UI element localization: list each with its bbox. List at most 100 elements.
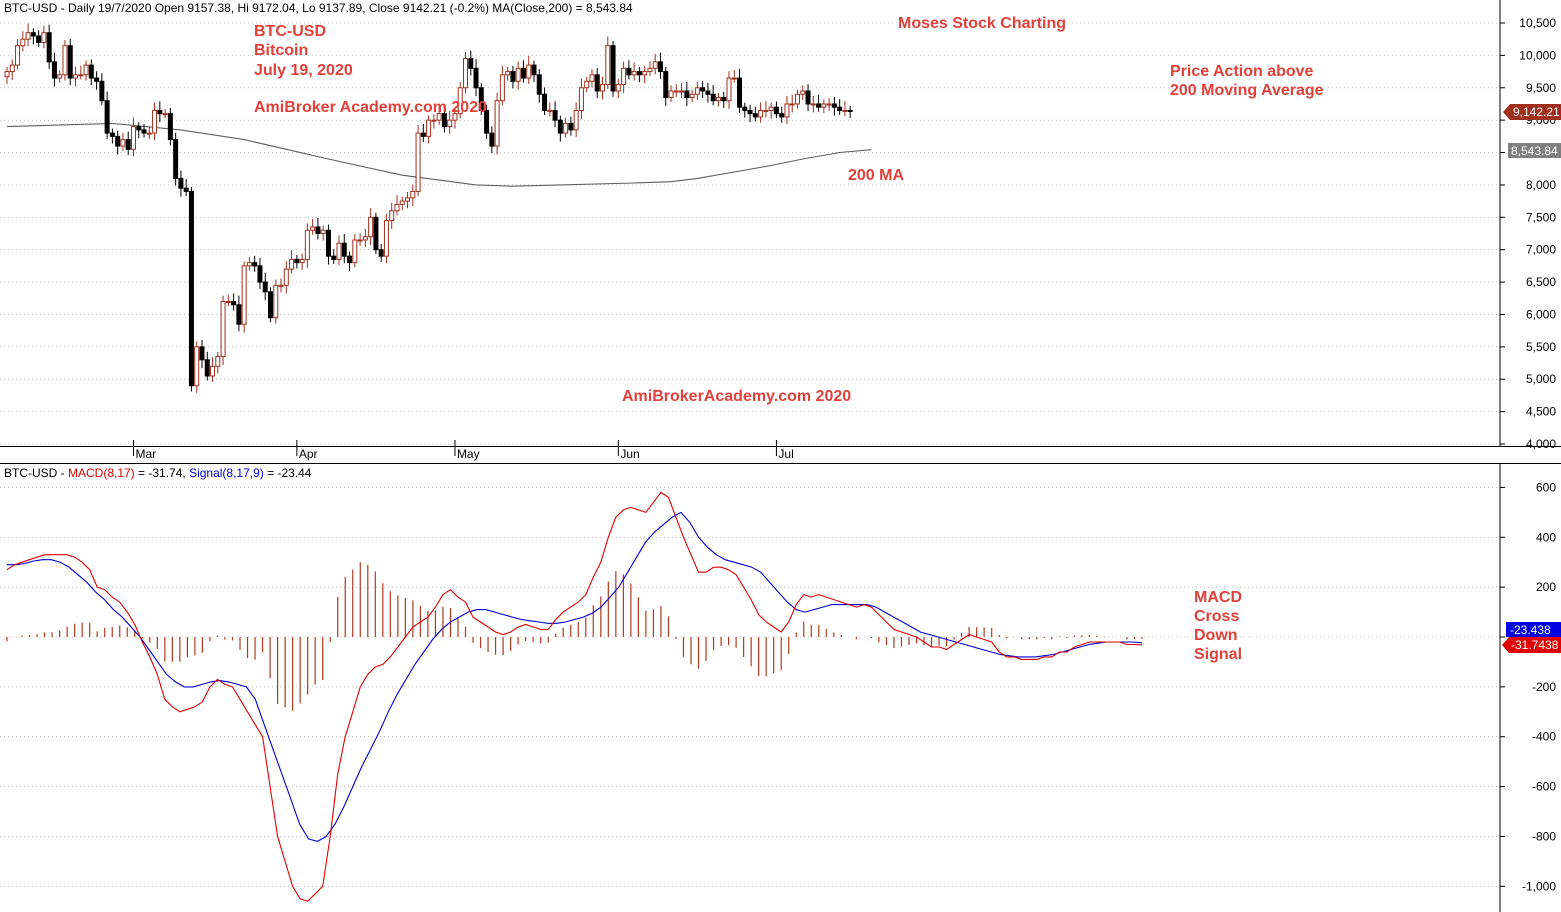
candle-down xyxy=(520,67,526,79)
candle-down xyxy=(51,61,57,79)
candle-down xyxy=(231,301,237,306)
candle-up xyxy=(600,84,606,92)
candle-up xyxy=(215,356,221,367)
candle-up xyxy=(283,268,289,286)
candle-down xyxy=(30,32,36,37)
macd-header-label: MACD(8,17) xyxy=(68,466,135,480)
candle-up xyxy=(795,93,800,105)
candle-up xyxy=(146,132,152,135)
candle-up xyxy=(621,67,627,86)
candle-up xyxy=(410,190,416,199)
candle-down xyxy=(441,113,447,128)
candle-up xyxy=(83,64,89,76)
candle-up xyxy=(320,229,326,234)
macd-polyline xyxy=(6,491,1143,902)
macd-tick-label: 600 xyxy=(1536,480,1556,494)
candle-down xyxy=(94,77,100,82)
candle-up xyxy=(310,226,316,231)
price-tick-label: 4,500 xyxy=(1526,405,1556,419)
ma-badge: 8,543.84 xyxy=(1508,143,1561,158)
price-tick-label: 9,500 xyxy=(1526,81,1556,95)
candle-up xyxy=(62,45,68,76)
candle-down xyxy=(610,45,616,92)
macd-lines xyxy=(6,491,1143,902)
candle-down xyxy=(752,113,758,118)
macd-tick-label: 200 xyxy=(1536,580,1556,594)
candle-up xyxy=(494,100,500,147)
candle-up xyxy=(436,113,442,121)
candle-up xyxy=(679,90,685,93)
candle-up xyxy=(673,90,679,93)
candle-down xyxy=(742,106,748,111)
candle-up xyxy=(25,32,31,40)
macd-gridlines xyxy=(0,487,1500,887)
candle-up xyxy=(73,74,79,79)
candle-down xyxy=(373,216,379,251)
candle-up xyxy=(842,109,848,112)
candle-up xyxy=(715,96,721,102)
candle-up xyxy=(152,109,158,134)
candle-down xyxy=(816,103,822,108)
candle-down xyxy=(294,258,300,264)
macd-tick-label: -1,000 xyxy=(1522,879,1556,893)
candle-down xyxy=(568,122,574,131)
candle-down xyxy=(331,255,337,260)
date-tick-label: Jun xyxy=(620,447,639,461)
candle-down xyxy=(705,90,711,95)
signal-polyline xyxy=(7,511,1143,842)
annotation-title-line2: Bitcoin xyxy=(254,42,308,59)
price-tick-label: 8,000 xyxy=(1526,178,1556,192)
price-tick-label: 5,500 xyxy=(1526,340,1556,354)
candle-up xyxy=(246,262,252,267)
close-price-badge-text: 9,142.21 xyxy=(1513,105,1560,119)
candle-up xyxy=(447,119,453,128)
macd-tick-label: -200 xyxy=(1532,680,1556,694)
annotation-price-action-2: 200 Moving Average xyxy=(1170,82,1324,99)
ma-badge-text: 8,543.84 xyxy=(1511,144,1558,158)
candle-down xyxy=(252,262,258,267)
candle-down xyxy=(489,132,495,147)
candle-down xyxy=(721,96,727,102)
date-tick-label: Apr xyxy=(299,447,318,461)
annotation-site-2: AmiBrokerAcademy.com 2020 xyxy=(622,388,851,405)
candle-up xyxy=(336,242,342,260)
candle-up xyxy=(57,74,63,79)
candle-up xyxy=(694,87,700,95)
candle-up xyxy=(726,77,732,102)
candle-up xyxy=(362,236,368,241)
annotation-title-line3: July 19, 2020 xyxy=(254,62,353,79)
annotation-macd-4: Signal xyxy=(1194,646,1242,663)
candle-up xyxy=(689,93,695,98)
candle-down xyxy=(157,109,163,115)
date-tick-label: Jul xyxy=(778,447,793,461)
macd-badge: -31.7438 xyxy=(1502,637,1561,653)
candle-up xyxy=(220,301,226,358)
candle-up xyxy=(652,61,658,69)
candle-down xyxy=(141,129,147,134)
price-tick-label: 10,000 xyxy=(1519,48,1556,62)
candle-up xyxy=(563,122,569,134)
macd-axis: -1,000-800-600-400-2000200400600 xyxy=(1500,480,1556,893)
candle-down xyxy=(773,106,779,115)
macd-tick-label: -600 xyxy=(1532,780,1556,794)
candle-down xyxy=(325,229,331,257)
close-price-badge: 9,142.21 xyxy=(1503,104,1561,120)
candle-up xyxy=(225,301,231,304)
candle-down xyxy=(657,61,663,73)
candle-down xyxy=(36,35,42,43)
candle-down xyxy=(542,93,548,111)
candle-up xyxy=(462,58,468,89)
annotation-ma-label: 200 MA xyxy=(848,167,904,184)
candle-down xyxy=(204,359,210,377)
price-tick-label: 7,500 xyxy=(1526,210,1556,224)
candle-down xyxy=(109,132,115,137)
candle-up xyxy=(731,77,737,80)
candle-up xyxy=(426,119,432,137)
candle-down xyxy=(88,64,94,79)
candle-up xyxy=(41,32,47,43)
candle-up xyxy=(668,90,674,98)
candle-down xyxy=(188,190,194,387)
annotation-price-action-1: Price Action above xyxy=(1170,63,1314,80)
candle-down xyxy=(104,100,110,134)
candle-up xyxy=(758,109,764,118)
